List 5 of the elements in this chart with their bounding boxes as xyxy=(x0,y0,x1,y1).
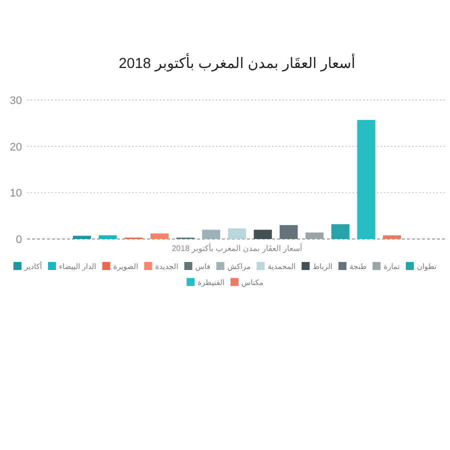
x-tick-label: أسعار العقَار بمدن المغرب بأكتوبر 2018 xyxy=(172,244,302,253)
y-tick-label: 0 xyxy=(16,234,22,246)
y-tick-label: 30 xyxy=(10,95,22,107)
y-tick-label: 10 xyxy=(10,188,22,200)
y-tick-label: 20 xyxy=(10,141,22,154)
